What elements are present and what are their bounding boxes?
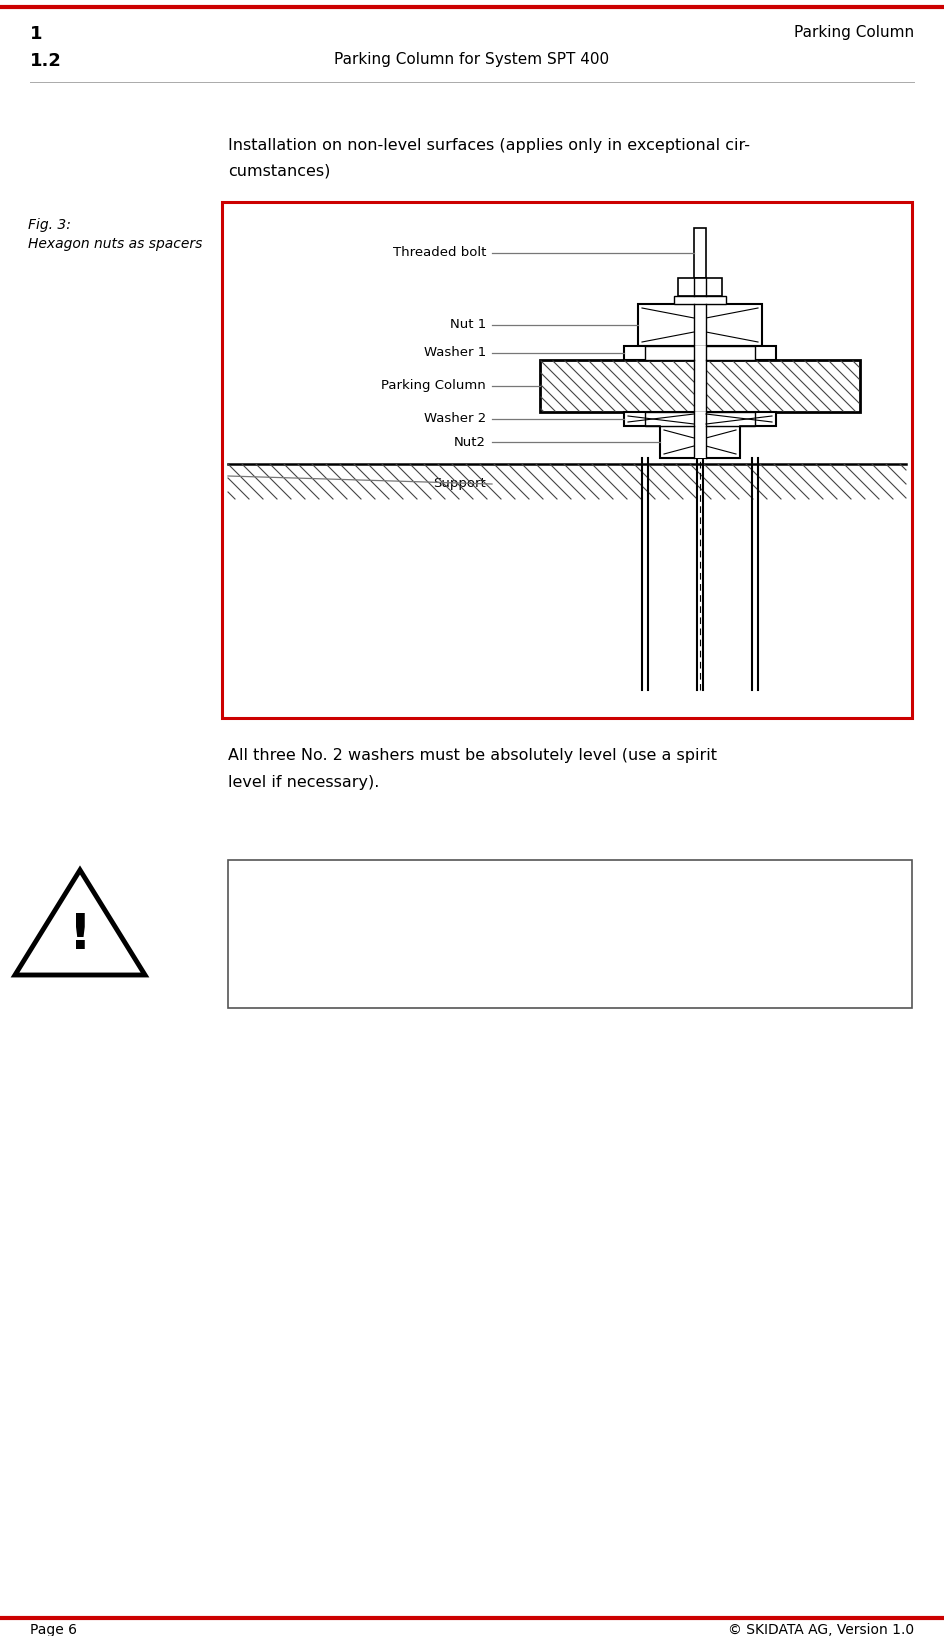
Text: 1.2: 1.2 [30, 52, 62, 70]
Bar [674, 296, 726, 304]
Bar [228, 861, 912, 1008]
Bar [660, 425, 740, 458]
Text: Nut 1: Nut 1 [449, 319, 486, 332]
Bar [694, 345, 706, 360]
Polygon shape [15, 870, 145, 975]
Bar [540, 360, 860, 412]
Text: Avoid drilling dust from getting into the device during installa-: Avoid drilling dust from getting into th… [242, 905, 719, 919]
Bar [222, 201, 912, 718]
Bar [694, 304, 706, 345]
Text: Important:: Important: [242, 874, 339, 888]
Text: Parking Column: Parking Column [381, 380, 486, 393]
Text: 1: 1 [30, 25, 42, 43]
Bar [678, 278, 722, 296]
Text: level if necessary).: level if necessary). [228, 775, 379, 790]
Text: All three No. 2 washers must be absolutely level (use a spirit: All three No. 2 washers must be absolute… [228, 748, 717, 762]
Text: tion, as electrostatically charged dust may cause damage to: tion, as electrostatically charged dust … [242, 928, 707, 942]
Text: the electronic assemblies inside the column.: the electronic assemblies inside the col… [242, 952, 584, 967]
Text: © SKIDATA AG, Version 1.0: © SKIDATA AG, Version 1.0 [728, 1623, 914, 1636]
Bar [624, 412, 776, 425]
Text: Page 6: Page 6 [30, 1623, 77, 1636]
Text: Fig. 3:: Fig. 3: [28, 218, 71, 232]
Bar [645, 345, 755, 360]
Text: Hexagon nuts as spacers: Hexagon nuts as spacers [28, 237, 202, 250]
Text: Washer 1: Washer 1 [424, 347, 486, 360]
Text: cumstances): cumstances) [228, 164, 330, 178]
Bar [694, 360, 706, 412]
Text: Installation on non-level surfaces (applies only in exceptional cir-: Installation on non-level surfaces (appl… [228, 137, 750, 154]
Bar [694, 412, 706, 425]
Text: Threaded bolt: Threaded bolt [393, 247, 486, 260]
Bar [694, 425, 706, 458]
Text: Parking Column: Parking Column [794, 25, 914, 39]
Bar [638, 304, 762, 345]
Bar [694, 227, 706, 278]
Bar [645, 412, 755, 425]
Text: !: ! [69, 911, 92, 959]
Bar [624, 345, 776, 360]
Text: Parking Column for System SPT 400: Parking Column for System SPT 400 [334, 52, 610, 67]
Text: Support: Support [433, 478, 486, 491]
Text: Nut2: Nut2 [454, 435, 486, 448]
Text: Washer 2: Washer 2 [424, 412, 486, 425]
